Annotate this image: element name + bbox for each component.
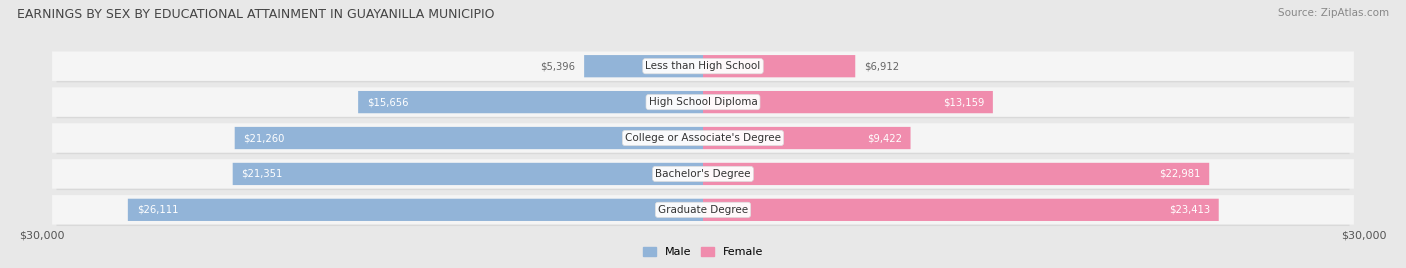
- Text: High School Diploma: High School Diploma: [648, 97, 758, 107]
- Text: $5,396: $5,396: [540, 61, 575, 71]
- FancyBboxPatch shape: [703, 163, 1209, 185]
- FancyBboxPatch shape: [56, 125, 1350, 154]
- Text: $22,981: $22,981: [1159, 169, 1201, 179]
- Text: EARNINGS BY SEX BY EDUCATIONAL ATTAINMENT IN GUAYANILLA MUNICIPIO: EARNINGS BY SEX BY EDUCATIONAL ATTAINMEN…: [17, 8, 495, 21]
- FancyBboxPatch shape: [56, 161, 1350, 190]
- Legend: Male, Female: Male, Female: [638, 243, 768, 262]
- Text: $26,111: $26,111: [136, 205, 179, 215]
- FancyBboxPatch shape: [235, 127, 703, 149]
- FancyBboxPatch shape: [56, 53, 1350, 82]
- FancyBboxPatch shape: [56, 196, 1350, 226]
- Text: $6,912: $6,912: [865, 61, 900, 71]
- FancyBboxPatch shape: [128, 199, 703, 221]
- FancyBboxPatch shape: [703, 199, 1219, 221]
- FancyBboxPatch shape: [703, 55, 855, 77]
- Text: Source: ZipAtlas.com: Source: ZipAtlas.com: [1278, 8, 1389, 18]
- FancyBboxPatch shape: [703, 127, 911, 149]
- Text: Less than High School: Less than High School: [645, 61, 761, 71]
- FancyBboxPatch shape: [583, 55, 703, 77]
- FancyBboxPatch shape: [52, 195, 1354, 225]
- Text: $21,351: $21,351: [242, 169, 283, 179]
- Text: Graduate Degree: Graduate Degree: [658, 205, 748, 215]
- FancyBboxPatch shape: [359, 91, 703, 113]
- FancyBboxPatch shape: [52, 123, 1354, 153]
- Text: $15,656: $15,656: [367, 97, 409, 107]
- FancyBboxPatch shape: [52, 87, 1354, 117]
- Text: $13,159: $13,159: [942, 97, 984, 107]
- Text: $9,422: $9,422: [866, 133, 901, 143]
- Text: $23,413: $23,413: [1168, 205, 1211, 215]
- FancyBboxPatch shape: [52, 159, 1354, 189]
- FancyBboxPatch shape: [56, 89, 1350, 118]
- FancyBboxPatch shape: [233, 163, 703, 185]
- Text: College or Associate's Degree: College or Associate's Degree: [626, 133, 780, 143]
- FancyBboxPatch shape: [52, 51, 1354, 81]
- FancyBboxPatch shape: [703, 91, 993, 113]
- Text: $21,260: $21,260: [243, 133, 285, 143]
- Text: Bachelor's Degree: Bachelor's Degree: [655, 169, 751, 179]
